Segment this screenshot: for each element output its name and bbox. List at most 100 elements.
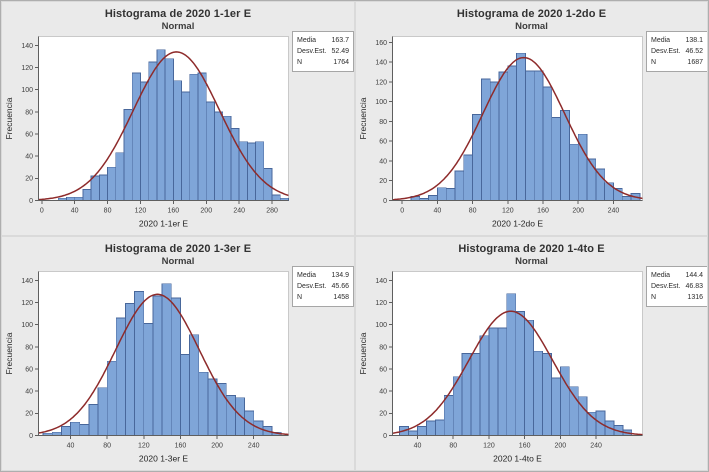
- histogram-bar: [542, 353, 552, 436]
- histogram-bar: [560, 110, 570, 201]
- x-tick-labels: 0 40 80 120 160 200 240 280: [40, 208, 278, 215]
- x-axis-label: 2020 1-1er E: [139, 219, 188, 229]
- histogram-bar: [214, 111, 224, 201]
- chart-subtitle: Normal: [161, 21, 195, 32]
- stats-value: 1687: [687, 59, 703, 67]
- chart-title: Histograma de 2020 1-2do E: [456, 8, 607, 20]
- histogram-bars: [410, 52, 641, 201]
- svg-text:40: 40: [67, 443, 75, 450]
- histogram-bar: [408, 430, 418, 436]
- stats-row-media: Media 144.4: [651, 270, 703, 281]
- svg-text:0: 0: [40, 208, 44, 215]
- histogram-bar: [161, 283, 172, 436]
- svg-text:100: 100: [375, 99, 387, 106]
- histogram-bar: [533, 70, 544, 201]
- histogram-bar: [551, 377, 561, 436]
- svg-text:100: 100: [21, 322, 33, 329]
- axes: [389, 36, 643, 204]
- histogram-bar: [115, 152, 125, 201]
- normal-fit-curve: [38, 51, 289, 201]
- histogram-bar: [143, 323, 154, 436]
- svg-text:140: 140: [21, 43, 33, 50]
- stats-box: Media 138.1 Desv.Est. 46.52 N 1687: [646, 31, 707, 72]
- svg-text:200: 200: [200, 208, 212, 215]
- stats-row-sd: Desv.Est. 45.66: [297, 281, 349, 292]
- svg-text:40: 40: [379, 158, 387, 165]
- svg-text:40: 40: [25, 154, 33, 161]
- stats-label: Media: [651, 272, 671, 279]
- svg-text:20: 20: [25, 411, 33, 418]
- svg-text:80: 80: [449, 443, 457, 450]
- axes: [389, 271, 643, 439]
- histogram-bar: [595, 168, 606, 201]
- stats-value: 138.1: [685, 37, 703, 44]
- histogram-bar: [525, 70, 535, 201]
- svg-text:20: 20: [379, 178, 387, 185]
- svg-text:40: 40: [25, 389, 33, 396]
- svg-text:60: 60: [379, 366, 387, 373]
- stats-label: Media: [651, 37, 671, 44]
- stats-box: Media 163.7 Desv.Est. 52.49 N 1764: [292, 31, 354, 72]
- histogram-plot: 40 80 120 160 200 240 0 20 40 60 80 100 120 140 2020 1…: [4, 271, 289, 464]
- histogram-bar: [434, 419, 445, 436]
- stats-row-n: N 1458: [297, 292, 349, 303]
- svg-text:0: 0: [383, 433, 387, 440]
- normal-fit-curve: [38, 293, 289, 436]
- histogram-bar: [604, 182, 614, 201]
- histogram-bar: [125, 303, 136, 436]
- histogram-bar: [436, 187, 447, 201]
- svg-text:240: 240: [590, 443, 602, 450]
- stats-row-sd: Desv.Est. 52.49: [297, 46, 349, 57]
- stats-label: Media: [297, 272, 317, 279]
- histogram-bar: [524, 319, 534, 436]
- stats-row-sd: Desv.Est. 46.52: [651, 46, 703, 57]
- histogram-bar: [234, 397, 245, 436]
- stats-label: N: [297, 59, 303, 67]
- svg-text:40: 40: [379, 389, 387, 396]
- histogram-bar: [230, 128, 240, 201]
- svg-text:20: 20: [25, 176, 33, 183]
- stats-row-media: Media 134.9: [297, 270, 349, 281]
- svg-text:100: 100: [21, 87, 33, 94]
- svg-text:80: 80: [379, 119, 387, 126]
- histogram-bar: [463, 154, 474, 201]
- stats-row-media: Media 163.7: [297, 35, 349, 46]
- stats-value: 46.52: [685, 48, 703, 56]
- stats-value: 1764: [333, 59, 349, 67]
- svg-text:160: 160: [537, 208, 549, 215]
- x-tick-labels: 0 40 80 120 160 200 240: [400, 208, 619, 215]
- svg-text:0: 0: [400, 208, 404, 215]
- histogram-panel-1-4to: Histograma de 2020 1-4to E Normal 40 80 12…: [355, 236, 708, 471]
- histogram-bar: [445, 188, 456, 201]
- histogram-bar: [156, 49, 166, 201]
- chart-title: Histograma de 2020 1-4to E: [458, 243, 605, 255]
- histogram-bar: [222, 115, 232, 201]
- svg-text:80: 80: [25, 109, 33, 116]
- stats-box: Media 134.9 Desv.Est. 45.66 N 1458: [292, 266, 354, 307]
- svg-text:120: 120: [502, 208, 514, 215]
- histogram-bar: [198, 371, 209, 436]
- svg-text:40: 40: [71, 208, 79, 215]
- svg-text:0: 0: [29, 198, 33, 205]
- svg-text:120: 120: [483, 443, 495, 450]
- svg-text:140: 140: [21, 278, 33, 285]
- stats-row-n: N 1316: [651, 292, 703, 303]
- histogram-bar: [148, 61, 158, 201]
- y-tick-labels: 0 20 40 60 80 100 120 140: [21, 43, 33, 205]
- histogram-bar: [131, 72, 141, 201]
- histogram-bar: [181, 91, 191, 201]
- y-axis-label: Frecuencia: [358, 97, 368, 139]
- histogram-bar: [189, 334, 200, 436]
- histogram-bar: [115, 317, 126, 436]
- histogram-plot: 0 40 80 120 160 200 240 0 20 40 60 80 100 120 140 160 20…: [358, 36, 643, 229]
- stats-value: 1458: [333, 294, 349, 302]
- histogram-bar: [207, 378, 218, 436]
- y-axis-label: Frecuencia: [4, 97, 14, 139]
- stats-value: 1316: [687, 294, 703, 302]
- histogram-bar: [172, 80, 182, 201]
- svg-text:60: 60: [25, 366, 33, 373]
- stats-label: Desv.Est.: [297, 283, 327, 291]
- histogram-bar: [569, 143, 579, 201]
- stats-box: Media 144.4 Desv.Est. 46.83 N 1316: [646, 266, 707, 307]
